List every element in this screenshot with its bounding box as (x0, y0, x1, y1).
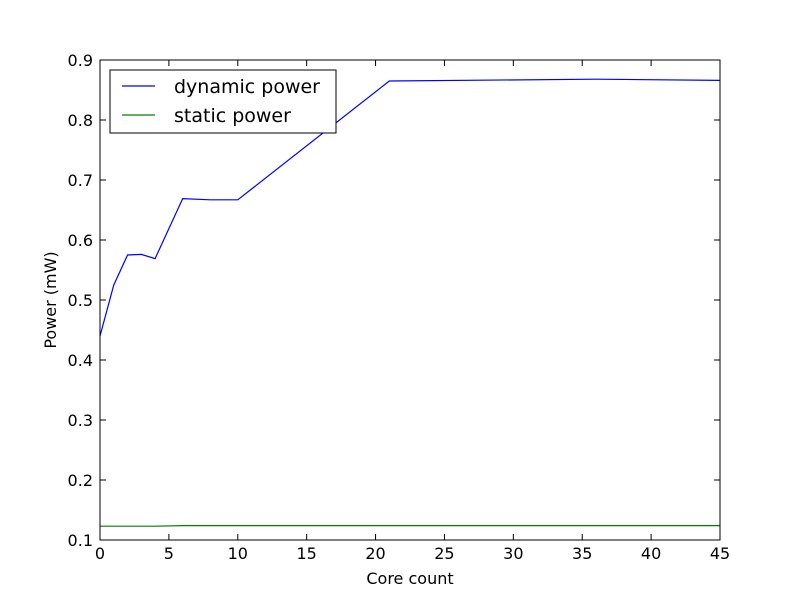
y-tick-label: 0.1 (68, 531, 93, 550)
series-line-0 (99, 78, 721, 337)
x-tick-label: 30 (503, 544, 523, 563)
x-axis-title: Core count (366, 569, 453, 588)
y-tick-label: 0.8 (68, 111, 93, 130)
legend-label-1: static power (174, 105, 291, 127)
series-line-1 (100, 524, 720, 527)
y-tick-label: 0.4 (68, 351, 93, 370)
x-tick-label: 5 (164, 544, 174, 563)
legend: dynamic power static power (109, 69, 337, 134)
series-layer (99, 78, 721, 527)
x-tick-label: 10 (228, 544, 248, 563)
x-tick-label: 40 (641, 544, 661, 563)
x-tick-label: 15 (296, 544, 316, 563)
y-tick-label: 0.7 (68, 171, 93, 190)
y-axis-title: Power (mW) (41, 251, 60, 348)
x-tick-label: 0 (95, 544, 105, 563)
y-tick-label: 0.2 (68, 471, 93, 490)
x-tick-label: 20 (365, 544, 385, 563)
x-tick-label: 25 (434, 544, 454, 563)
legend-label-0: dynamic power (174, 76, 320, 98)
y-tick-label: 0.3 (68, 411, 93, 430)
y-tick-label: 0.9 (68, 51, 93, 70)
legend-box (109, 69, 337, 134)
y-tick-label: 0.5 (68, 291, 93, 310)
tick-layer: 0 5 10 15 20 25 30 35 40 45 0.1 0.2 0.3 0.4 0.5 0.6 0.7 0… (68, 51, 731, 563)
x-tick-label: 35 (572, 544, 592, 563)
x-tick-label: 45 (710, 544, 730, 563)
y-tick-label: 0.6 (68, 231, 93, 250)
